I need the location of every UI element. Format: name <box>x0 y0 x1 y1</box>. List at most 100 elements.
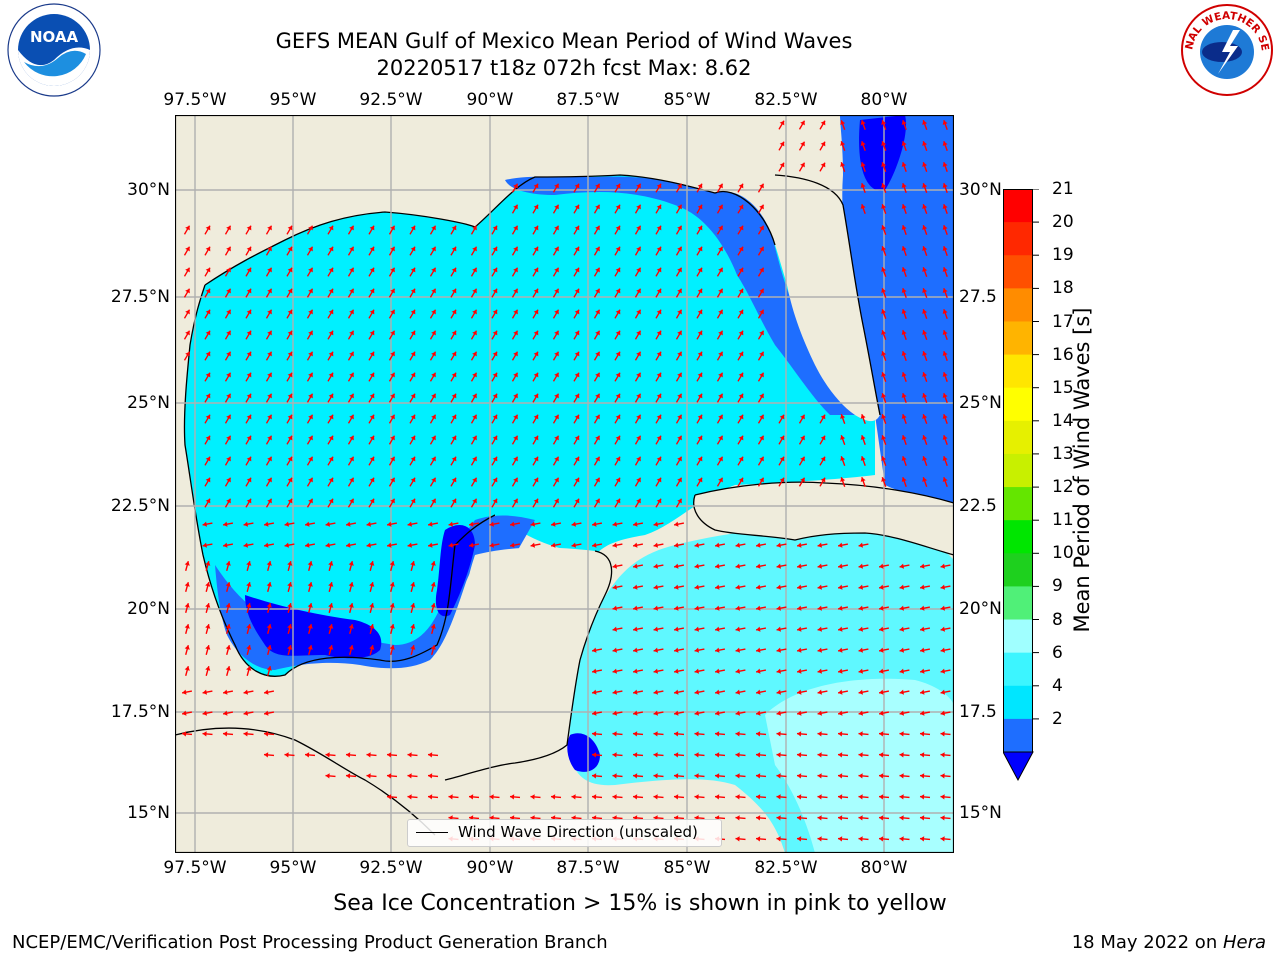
wind-arrow-head <box>431 477 436 483</box>
north-gulf-blue <box>505 176 865 415</box>
wind-arrow-head <box>838 626 843 632</box>
wind-arrow-head <box>694 605 699 611</box>
wind-arrow-head <box>759 288 764 294</box>
wind-arrow-head <box>554 414 559 420</box>
wind-arrow-head <box>759 393 764 399</box>
wind-arrow-head <box>881 309 887 314</box>
wind-arrow-head <box>776 836 781 842</box>
wind-arrow-head <box>776 689 781 695</box>
wind-arrow-head <box>595 435 600 441</box>
wind-arrow-head <box>817 752 822 758</box>
wind-arrow-head <box>820 435 826 441</box>
wind-arrow-head <box>653 752 658 758</box>
wind-arrow-head <box>328 309 334 315</box>
wind-arrow-head <box>922 204 928 209</box>
wind-arrow-head <box>677 225 682 231</box>
wind-arrow-head <box>901 246 907 251</box>
wind-arrow-head <box>492 393 498 399</box>
wind-arrow-head <box>636 372 641 378</box>
wind-arrow-head <box>451 477 457 483</box>
wind-arrow-head <box>715 668 720 674</box>
wind-arrow-head <box>942 204 948 209</box>
wind-arrow-head <box>410 414 416 420</box>
wind-arrow-head <box>942 309 948 314</box>
wind-arrow-head <box>287 582 293 587</box>
wind-arrow-head <box>492 435 498 441</box>
wind-arrow-head <box>267 477 272 483</box>
wind-arrow-head <box>800 414 805 420</box>
wind-arrow-head <box>656 246 662 252</box>
wind-arrow-head <box>264 752 269 758</box>
wind-arrow-head <box>920 794 925 800</box>
wind-arrow-head <box>718 183 723 189</box>
wind-arrow-head <box>940 815 945 821</box>
wind-arrow-head <box>738 414 744 420</box>
colorbar-segment <box>1003 420 1033 455</box>
wind-arrow-head <box>202 521 207 527</box>
wind-arrow-head <box>779 120 785 126</box>
lat-label: 20°N <box>959 599 1002 619</box>
wind-arrow-head <box>858 773 863 779</box>
wind-arrow-head <box>430 561 436 566</box>
wind-arrow-head <box>879 731 884 737</box>
wind-arrow-head <box>718 330 723 336</box>
wind-arrow-head <box>879 752 884 758</box>
wind-arrow-head <box>776 710 781 716</box>
wind-arrow-head <box>592 710 597 716</box>
wind-arrow-head <box>759 267 764 273</box>
wind-arrow-head <box>390 477 395 483</box>
svg-text:NOAA: NOAA <box>30 28 79 46</box>
wind-arrow-head <box>697 267 703 273</box>
wind-arrow-head <box>922 246 928 251</box>
wind-arrow-head <box>366 773 371 779</box>
wind-arrow-head <box>817 668 822 674</box>
wind-arrow-head <box>246 393 252 399</box>
wind-arrow-head <box>942 372 948 377</box>
wind-arrow-head <box>881 435 887 440</box>
wind-arrow-head <box>489 521 494 527</box>
wind-arrow-head <box>592 647 597 653</box>
wind-arrow-head <box>226 414 231 420</box>
wind-arrow-head <box>940 731 945 737</box>
wind-arrow-head <box>820 477 826 483</box>
colorbar-segment <box>1003 189 1033 223</box>
wind-arrow-head <box>881 288 887 293</box>
wind-arrow-head <box>756 815 761 821</box>
wind-arrow-head <box>308 246 313 252</box>
wind-arrow-head <box>349 435 354 441</box>
colorbar-segment <box>1003 453 1033 488</box>
wind-arrow-head <box>759 351 764 357</box>
wind-arrow-head <box>451 435 457 441</box>
wind-arrow-head <box>267 456 272 462</box>
wind-arrow-head <box>430 603 436 608</box>
wind-arrow-head <box>451 393 457 399</box>
wind-arrow-head <box>308 309 313 315</box>
wind-arrow-head <box>472 225 477 231</box>
wind-arrow-head <box>513 351 518 357</box>
wind-arrow-head <box>920 815 925 821</box>
wind-arrow-head <box>492 288 498 294</box>
wind-arrow-head <box>879 563 884 569</box>
lon-label: 80°W <box>860 90 908 110</box>
wind-arrow-head <box>840 435 846 440</box>
wind-arrow-head <box>205 372 211 378</box>
wind-arrow-head <box>615 246 621 252</box>
wind-arrow-head <box>451 330 457 336</box>
wind-arrow-head <box>246 498 252 504</box>
wind-arrow-head <box>571 542 576 548</box>
wind-arrow-head <box>287 645 293 650</box>
wind-arrow-head <box>574 225 580 231</box>
wind-arrow-head <box>817 836 822 842</box>
wind-arrow-head <box>308 393 313 399</box>
wind-arrow-head <box>677 414 682 420</box>
wind-arrow-head <box>901 330 907 335</box>
wind-arrow-head <box>840 456 846 461</box>
wind-arrow-head <box>226 246 231 252</box>
wind-arrow-head <box>920 689 925 695</box>
wind-arrow-head <box>718 267 723 273</box>
wind-arrow-head <box>901 351 907 356</box>
wind-arrow-head <box>472 477 477 483</box>
wind-arrow-head <box>492 267 498 273</box>
wind-arrow-head <box>656 372 662 378</box>
wind-arrow-head <box>942 435 948 440</box>
